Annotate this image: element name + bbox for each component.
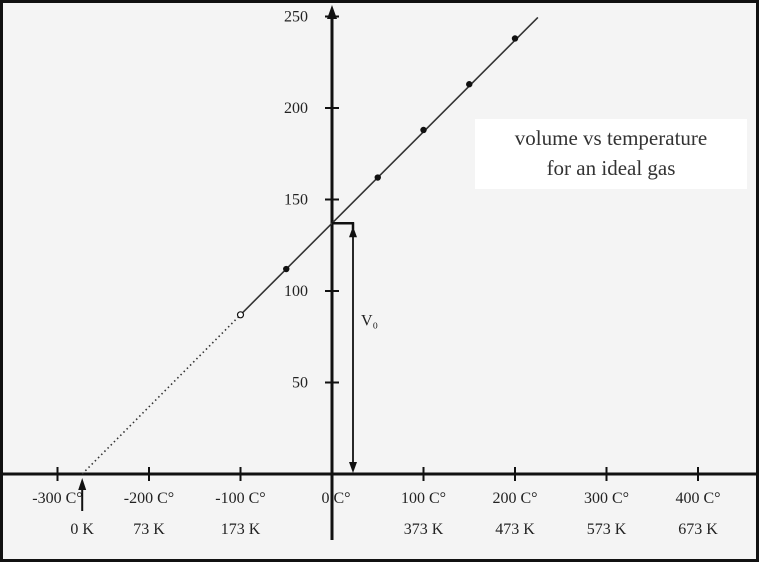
- v0-arrowhead-up: [349, 226, 357, 238]
- data-point: [466, 81, 473, 88]
- x-tick-label: 400 C°: [675, 490, 720, 507]
- kelvin-label: 73 K: [133, 521, 165, 538]
- data-point: [374, 174, 381, 181]
- x-tick-label: -300 C°: [32, 490, 82, 507]
- y-tick-label: 150: [284, 192, 308, 209]
- kelvin-label: 673 K: [678, 521, 718, 538]
- x-tick-label: 300 C°: [584, 490, 629, 507]
- data-points: [236, 35, 519, 319]
- data-point: [511, 35, 519, 42]
- title-line-2: for an ideal gas: [546, 156, 676, 180]
- kelvin-label: 173 K: [221, 521, 261, 538]
- volume-temperature-chart: -300 C° -200 C° -100 C° 0 C° 100 C° 200 C° 300…: [3, 5, 756, 540]
- title-line-1: volume vs temperature: [514, 126, 708, 150]
- data-point-open: [236, 311, 245, 319]
- x-tick-label: -200 C°: [124, 490, 174, 507]
- kelvin-label: 473 K: [495, 521, 535, 538]
- kelvin-label: 373 K: [404, 521, 444, 538]
- y-tick-label: 250: [284, 9, 308, 26]
- kelvin-label: 573 K: [587, 521, 627, 538]
- x-tick-label: -100 C°: [215, 490, 265, 507]
- data-point: [420, 126, 427, 134]
- x-tick-label: 0 C°: [321, 490, 350, 507]
- y-tick-label: 200: [284, 100, 308, 117]
- x-tick-label: 100 C°: [401, 490, 446, 507]
- x-ticks: -300 C° -200 C° -100 C° 0 C° 100 C° 200 C° 300…: [32, 467, 721, 538]
- y-ticks: 50 100 150 200 250: [284, 9, 339, 392]
- y-tick-label: 50: [292, 375, 308, 392]
- series-lines: [81, 16, 539, 475]
- fit-line: [239, 16, 539, 316]
- kelvin-label: 0 K: [70, 521, 94, 538]
- annotations: V₀: [78, 222, 378, 511]
- x-tick-label: 200 C°: [492, 490, 537, 507]
- chart-title: volume vs temperature for an ideal gas: [475, 119, 747, 189]
- axes: [3, 5, 756, 540]
- data-point: [283, 265, 290, 273]
- zero-kelvin-arrowhead: [78, 478, 87, 490]
- v0-label: V₀: [361, 312, 378, 329]
- y-tick-label: 100: [284, 283, 308, 300]
- v0-arrowhead-down: [349, 462, 357, 473]
- extrapolation-line: [81, 314, 242, 475]
